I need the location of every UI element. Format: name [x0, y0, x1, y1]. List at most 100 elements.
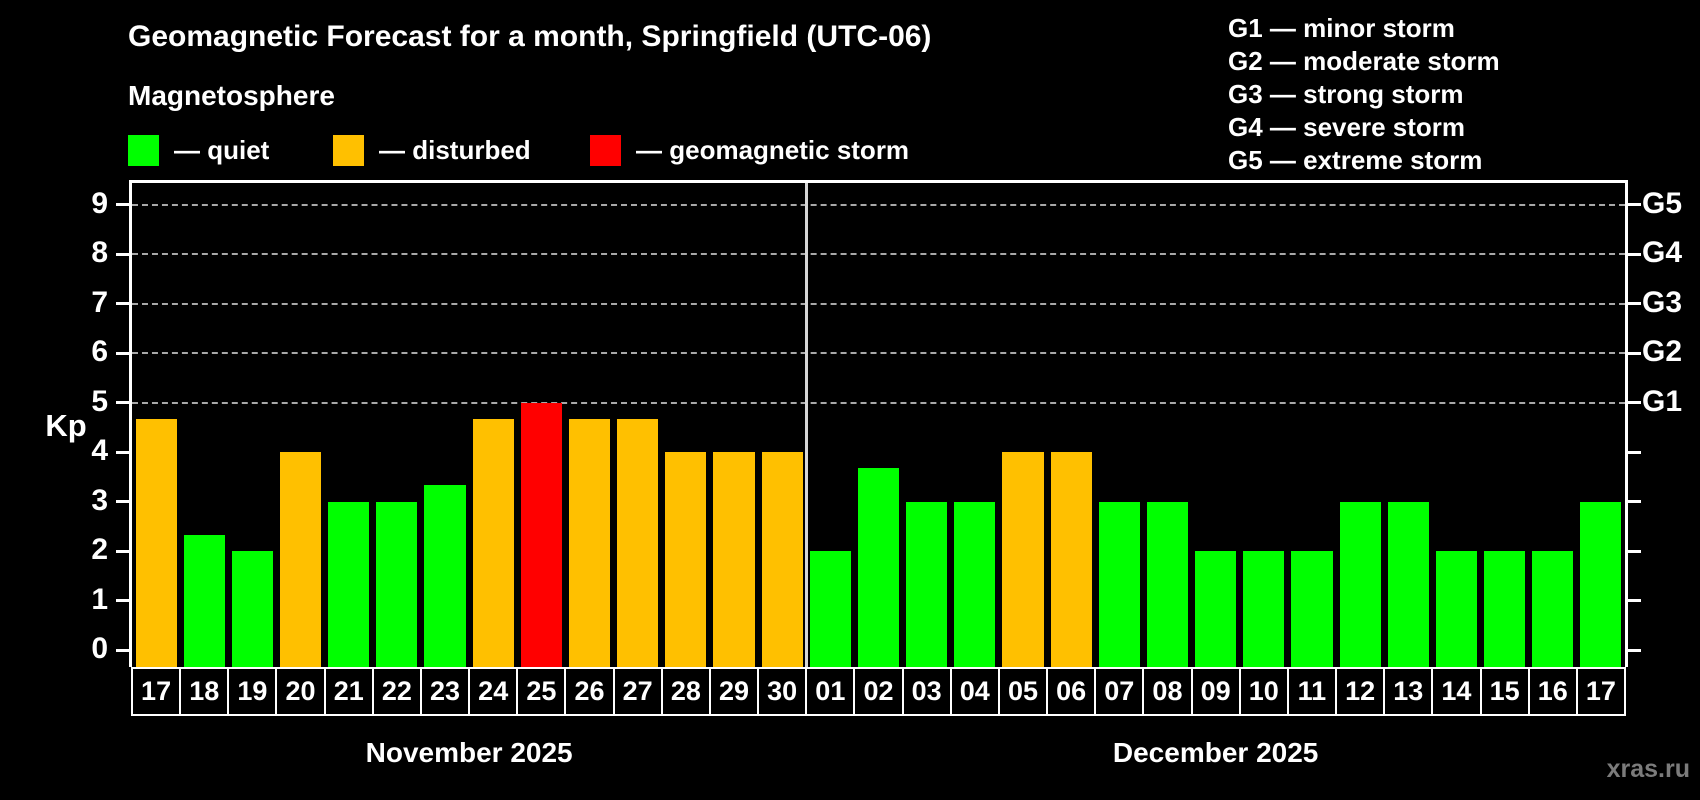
g-legend-item: G5 — extreme storm [1228, 145, 1483, 175]
kp-bar [231, 551, 273, 667]
left-axis-tick [116, 500, 129, 503]
right-axis-label-g2: G2 [1642, 335, 1683, 368]
kp-bar [1195, 551, 1237, 667]
kp-bar [328, 501, 370, 667]
day-label: 29 [708, 667, 760, 716]
day-label: 27 [612, 667, 663, 716]
day-label: 18 [179, 667, 230, 716]
kp-axis-label: Kp [45, 408, 87, 443]
right-axis-label-g5: G5 [1642, 186, 1683, 220]
day-label: 09 [1190, 667, 1241, 716]
kp-bar [1243, 551, 1285, 667]
magnetosphere-label: Magnetosphere [128, 80, 335, 111]
kp-bar [1484, 551, 1526, 667]
right-axis-tick [1628, 450, 1641, 454]
status-legend: — quiet — disturbed — geomagnetic storm [0, 132, 1700, 172]
right-axis-label-g3: G3 [1642, 285, 1683, 319]
right-axis-tick [1628, 252, 1641, 256]
day-label: 04 [949, 667, 1000, 716]
right-axis-tick [1628, 549, 1641, 553]
kp-bar [183, 534, 225, 667]
day-label: 14 [1431, 667, 1482, 716]
month-label: November 2025 [365, 737, 573, 768]
left-axis-tick [116, 252, 129, 256]
kp-bar [424, 485, 466, 667]
left-axis-tick [116, 648, 129, 652]
right-axis-tick [1628, 302, 1641, 305]
day-label: 17 [1575, 667, 1626, 716]
day-label: 22 [371, 667, 422, 716]
day-label: 08 [1142, 667, 1193, 716]
kp-bar [1146, 501, 1189, 667]
kp-bar [135, 418, 177, 667]
kp-bar [1291, 551, 1333, 667]
right-axis-tick [1628, 599, 1641, 602]
g-legend-item: G1 — minor storm [1228, 13, 1455, 43]
gridline-g2 [132, 352, 1625, 354]
month-label: December 2025 [1112, 737, 1319, 768]
right-axis-tick [1628, 648, 1641, 652]
legend-label: — disturbed [379, 134, 531, 165]
day-label: 26 [564, 667, 615, 716]
left-axis-tick [116, 599, 129, 602]
right-axis-tick [1628, 401, 1641, 404]
y-axis-tick-label: 1 [91, 582, 108, 616]
day-label: 20 [275, 667, 326, 716]
day-label: 10 [1238, 667, 1289, 716]
y-axis-tick-label: 4 [91, 434, 108, 467]
kp-bar [617, 418, 659, 667]
day-label: 16 [1527, 667, 1578, 716]
right-axis-label-g4: G4 [1642, 236, 1683, 269]
right-axis-label-g1: G1 [1642, 384, 1683, 418]
kp-bar [520, 402, 562, 667]
left-axis-tick [116, 549, 129, 553]
kp-bar [376, 501, 418, 667]
legend-swatch-disturbed [333, 134, 364, 166]
legend-item-quiet: — quiet [128, 132, 269, 168]
gridline-g4 [132, 253, 1625, 255]
left-axis-tick [116, 351, 129, 355]
day-label: 07 [1094, 667, 1145, 716]
day-label: 28 [660, 667, 711, 716]
g-legend-item: G4 — severe storm [1228, 112, 1466, 142]
legend-swatch-storm [590, 134, 621, 166]
y-axis-tick-label: 7 [91, 285, 108, 319]
g-scale-legend: G1 — minor storm G2 — moderate storm G3 — … [1228, 12, 1500, 177]
kp-bar [713, 452, 755, 667]
kp-bar [279, 452, 322, 667]
kp-bar [665, 452, 707, 667]
day-label: 24 [468, 667, 519, 716]
kp-bar [1435, 551, 1477, 667]
left-axis-tick [116, 302, 129, 305]
y-axis-tick-label: 0 [91, 632, 108, 665]
kp-bar [1002, 452, 1044, 667]
day-label: 06 [1046, 667, 1097, 716]
day-label: 05 [997, 667, 1049, 716]
kp-bar [809, 551, 851, 667]
kp-bar [1532, 551, 1574, 667]
left-axis-tick [116, 401, 129, 404]
kp-bar [1339, 501, 1381, 667]
chart-title: Geomagnetic Forecast for a month, Spring… [128, 20, 932, 53]
y-axis-tick-label: 8 [91, 236, 108, 269]
day-label: 02 [853, 667, 904, 716]
day-label: 15 [1479, 667, 1530, 716]
kp-bar [1580, 501, 1622, 667]
legend-item-disturbed: — disturbed [333, 132, 531, 168]
y-axis-tick-label: 2 [91, 533, 108, 566]
kp-bar [472, 418, 514, 667]
day-label: 19 [227, 667, 278, 716]
gridline-g5 [132, 203, 1625, 206]
right-axis-tick [1628, 500, 1641, 503]
y-axis-tick-label: 5 [91, 384, 108, 418]
left-axis-tick [116, 203, 129, 206]
kp-bar [1098, 501, 1140, 667]
kp-bar [1387, 501, 1429, 667]
kp-bar [761, 452, 803, 667]
kp-bar [954, 501, 996, 667]
watermark: xras.ru [1606, 755, 1690, 783]
day-label: 13 [1383, 667, 1434, 716]
day-label: 23 [419, 667, 471, 716]
kp-bar [568, 418, 611, 667]
legend-item-storm: — geomagnetic storm [590, 132, 909, 168]
